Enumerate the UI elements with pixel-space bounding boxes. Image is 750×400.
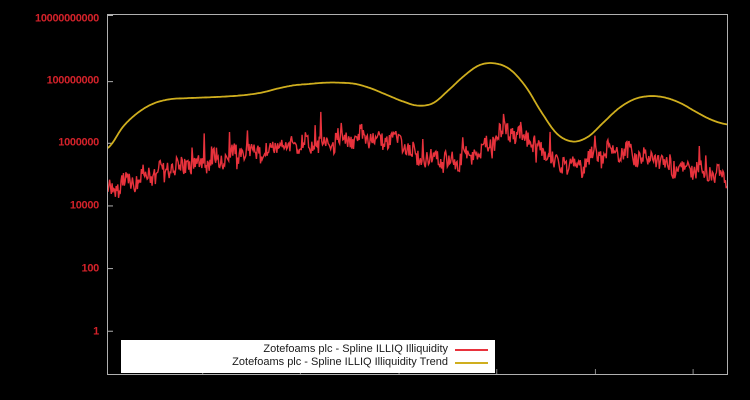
y-tick-label: 10000000000 bbox=[35, 12, 99, 25]
y-tick-label: 1 bbox=[93, 325, 99, 338]
chart-legend: Zotefoams plc - Spline ILLIQ Illiquidity… bbox=[121, 340, 495, 373]
chart-canvas bbox=[108, 15, 727, 374]
legend-label: Zotefoams plc - Spline ILLIQ Illiquidity… bbox=[232, 356, 448, 368]
legend-item: Zotefoams plc - Spline ILLIQ Illiquidity bbox=[128, 343, 488, 356]
y-tick-label: 100 bbox=[81, 262, 100, 275]
legend-swatch-illiquidity bbox=[455, 348, 488, 351]
y-tick-label: 10000 bbox=[69, 199, 99, 212]
series-line-illiquidity bbox=[108, 111, 727, 198]
y-tick-label: 100000000 bbox=[46, 74, 100, 87]
legend-swatch-trend bbox=[455, 361, 488, 364]
series-line-illiquidity-trend bbox=[108, 62, 727, 149]
y-tick-label: 1000000 bbox=[58, 136, 99, 149]
y-axis: 10000000000 100000000 1000000 10000 100 … bbox=[0, 0, 104, 400]
legend-item: Zotefoams plc - Spline ILLIQ Illiquidity… bbox=[128, 356, 488, 369]
plot-area bbox=[107, 14, 728, 375]
legend-label: Zotefoams plc - Spline ILLIQ Illiquidity bbox=[263, 343, 448, 355]
y-tick-marks bbox=[108, 15, 113, 332]
